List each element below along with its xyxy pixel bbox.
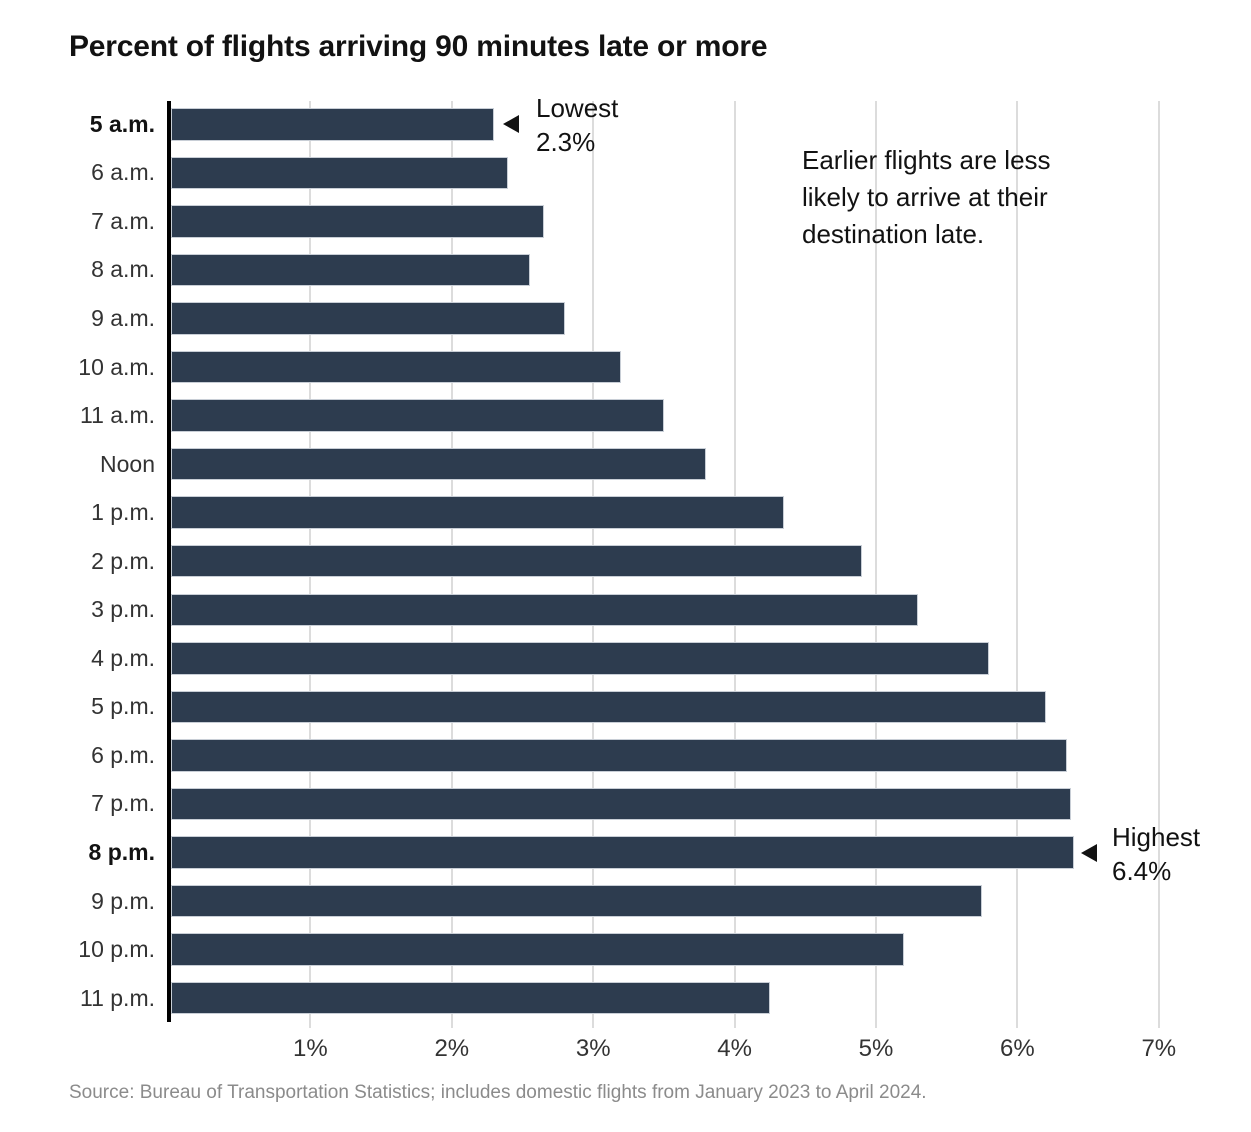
annotation-highest-label: Highest xyxy=(1112,822,1201,852)
bar xyxy=(171,496,785,529)
bar xyxy=(171,642,990,675)
bar xyxy=(171,690,1046,724)
source-note: Source: Bureau of Transportation Statist… xyxy=(69,1082,927,1103)
annotation-lowest-value: 2.3% xyxy=(536,127,596,157)
bar xyxy=(171,205,544,238)
x-tick-label: 2% xyxy=(434,1035,470,1062)
y-axis-label: 9 a.m. xyxy=(91,304,155,331)
y-axis-label: 7 p.m. xyxy=(91,790,155,817)
bar xyxy=(171,981,770,1015)
y-axis-label: 10 a.m. xyxy=(78,353,155,380)
y-axis-label: 6 a.m. xyxy=(91,159,155,186)
y-axis-label: 11 p.m. xyxy=(80,984,155,1011)
y-axis-line xyxy=(167,101,171,1022)
y-axis-label: 8 a.m. xyxy=(91,256,155,283)
x-tick-label: 5% xyxy=(858,1035,894,1062)
annotation-highest-value: 6.4% xyxy=(1112,856,1172,886)
y-axis-label: 6 p.m. xyxy=(91,741,155,768)
annotation-lowest: Lowest 2.3% xyxy=(536,91,618,159)
y-axis-label: 8 p.m. xyxy=(88,839,155,865)
y-axis-label: 11 a.m. xyxy=(80,402,155,429)
x-tick-label: 3% xyxy=(575,1035,611,1062)
y-axis-label: 10 p.m. xyxy=(78,936,155,963)
bar xyxy=(171,933,905,966)
y-axis-label: 3 p.m. xyxy=(91,596,155,623)
y-axis-label: 7 a.m. xyxy=(91,207,155,234)
y-axis-label: 5 a.m. xyxy=(89,110,155,137)
gridline xyxy=(1016,101,1019,1028)
x-tick-label: 6% xyxy=(1000,1035,1035,1062)
bar xyxy=(171,108,495,141)
y-axis-label: 4 p.m. xyxy=(91,644,155,671)
annotation-lowest-label: Lowest xyxy=(536,93,619,123)
chart-plot: 1% 2% 3% 4% 5% 6% 7% 5 a.m. 6 a.m. 7 a.m. 8 a.m. 9 … xyxy=(0,101,1251,1101)
bar xyxy=(171,544,862,578)
y-axis-label: Noon xyxy=(100,450,155,477)
note-line-1: Earlier flights are less xyxy=(802,145,1051,175)
x-tick-label: 1% xyxy=(293,1035,328,1062)
annotation-highest: Highest 6.4% xyxy=(1112,820,1200,888)
x-tick-label: 7% xyxy=(1141,1035,1177,1062)
gridline xyxy=(1157,101,1160,1028)
lowest-arrow-icon xyxy=(503,115,519,133)
bar xyxy=(171,399,664,432)
bar xyxy=(171,739,1067,772)
y-axis-label: 9 p.m. xyxy=(91,887,155,914)
chart-note: Earlier flights are less likely to arriv… xyxy=(802,142,1112,253)
bar xyxy=(171,593,919,626)
y-axis-label: 5 p.m. xyxy=(91,693,155,720)
note-line-2: likely to arrive at their xyxy=(802,182,1048,212)
bar xyxy=(171,156,509,190)
highest-arrow-icon xyxy=(1081,844,1097,862)
gridline xyxy=(875,101,877,1028)
bar xyxy=(171,787,1072,821)
bar xyxy=(171,350,622,384)
x-tick-label: 4% xyxy=(717,1035,752,1062)
note-line-3: destination late. xyxy=(802,219,985,249)
bar xyxy=(171,253,530,287)
y-axis-label: 1 p.m. xyxy=(91,499,155,526)
bar xyxy=(171,302,565,335)
bar xyxy=(171,447,707,481)
bar xyxy=(171,836,1074,869)
chart-title: Percent of flights arriving 90 minutes l… xyxy=(69,30,768,63)
bar xyxy=(171,884,983,918)
y-axis-label: 2 p.m. xyxy=(91,547,155,574)
